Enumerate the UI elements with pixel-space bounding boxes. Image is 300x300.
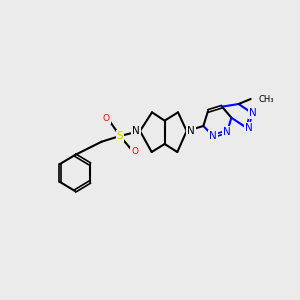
Text: N: N [209, 131, 217, 141]
Text: O: O [131, 148, 138, 157]
Text: N: N [245, 123, 253, 133]
Text: CH₃: CH₃ [259, 94, 274, 103]
Text: N: N [250, 108, 257, 118]
Text: N: N [224, 127, 231, 137]
Text: N: N [187, 126, 194, 136]
Text: N: N [132, 126, 140, 136]
Text: O: O [103, 114, 110, 123]
Text: S: S [117, 131, 123, 141]
